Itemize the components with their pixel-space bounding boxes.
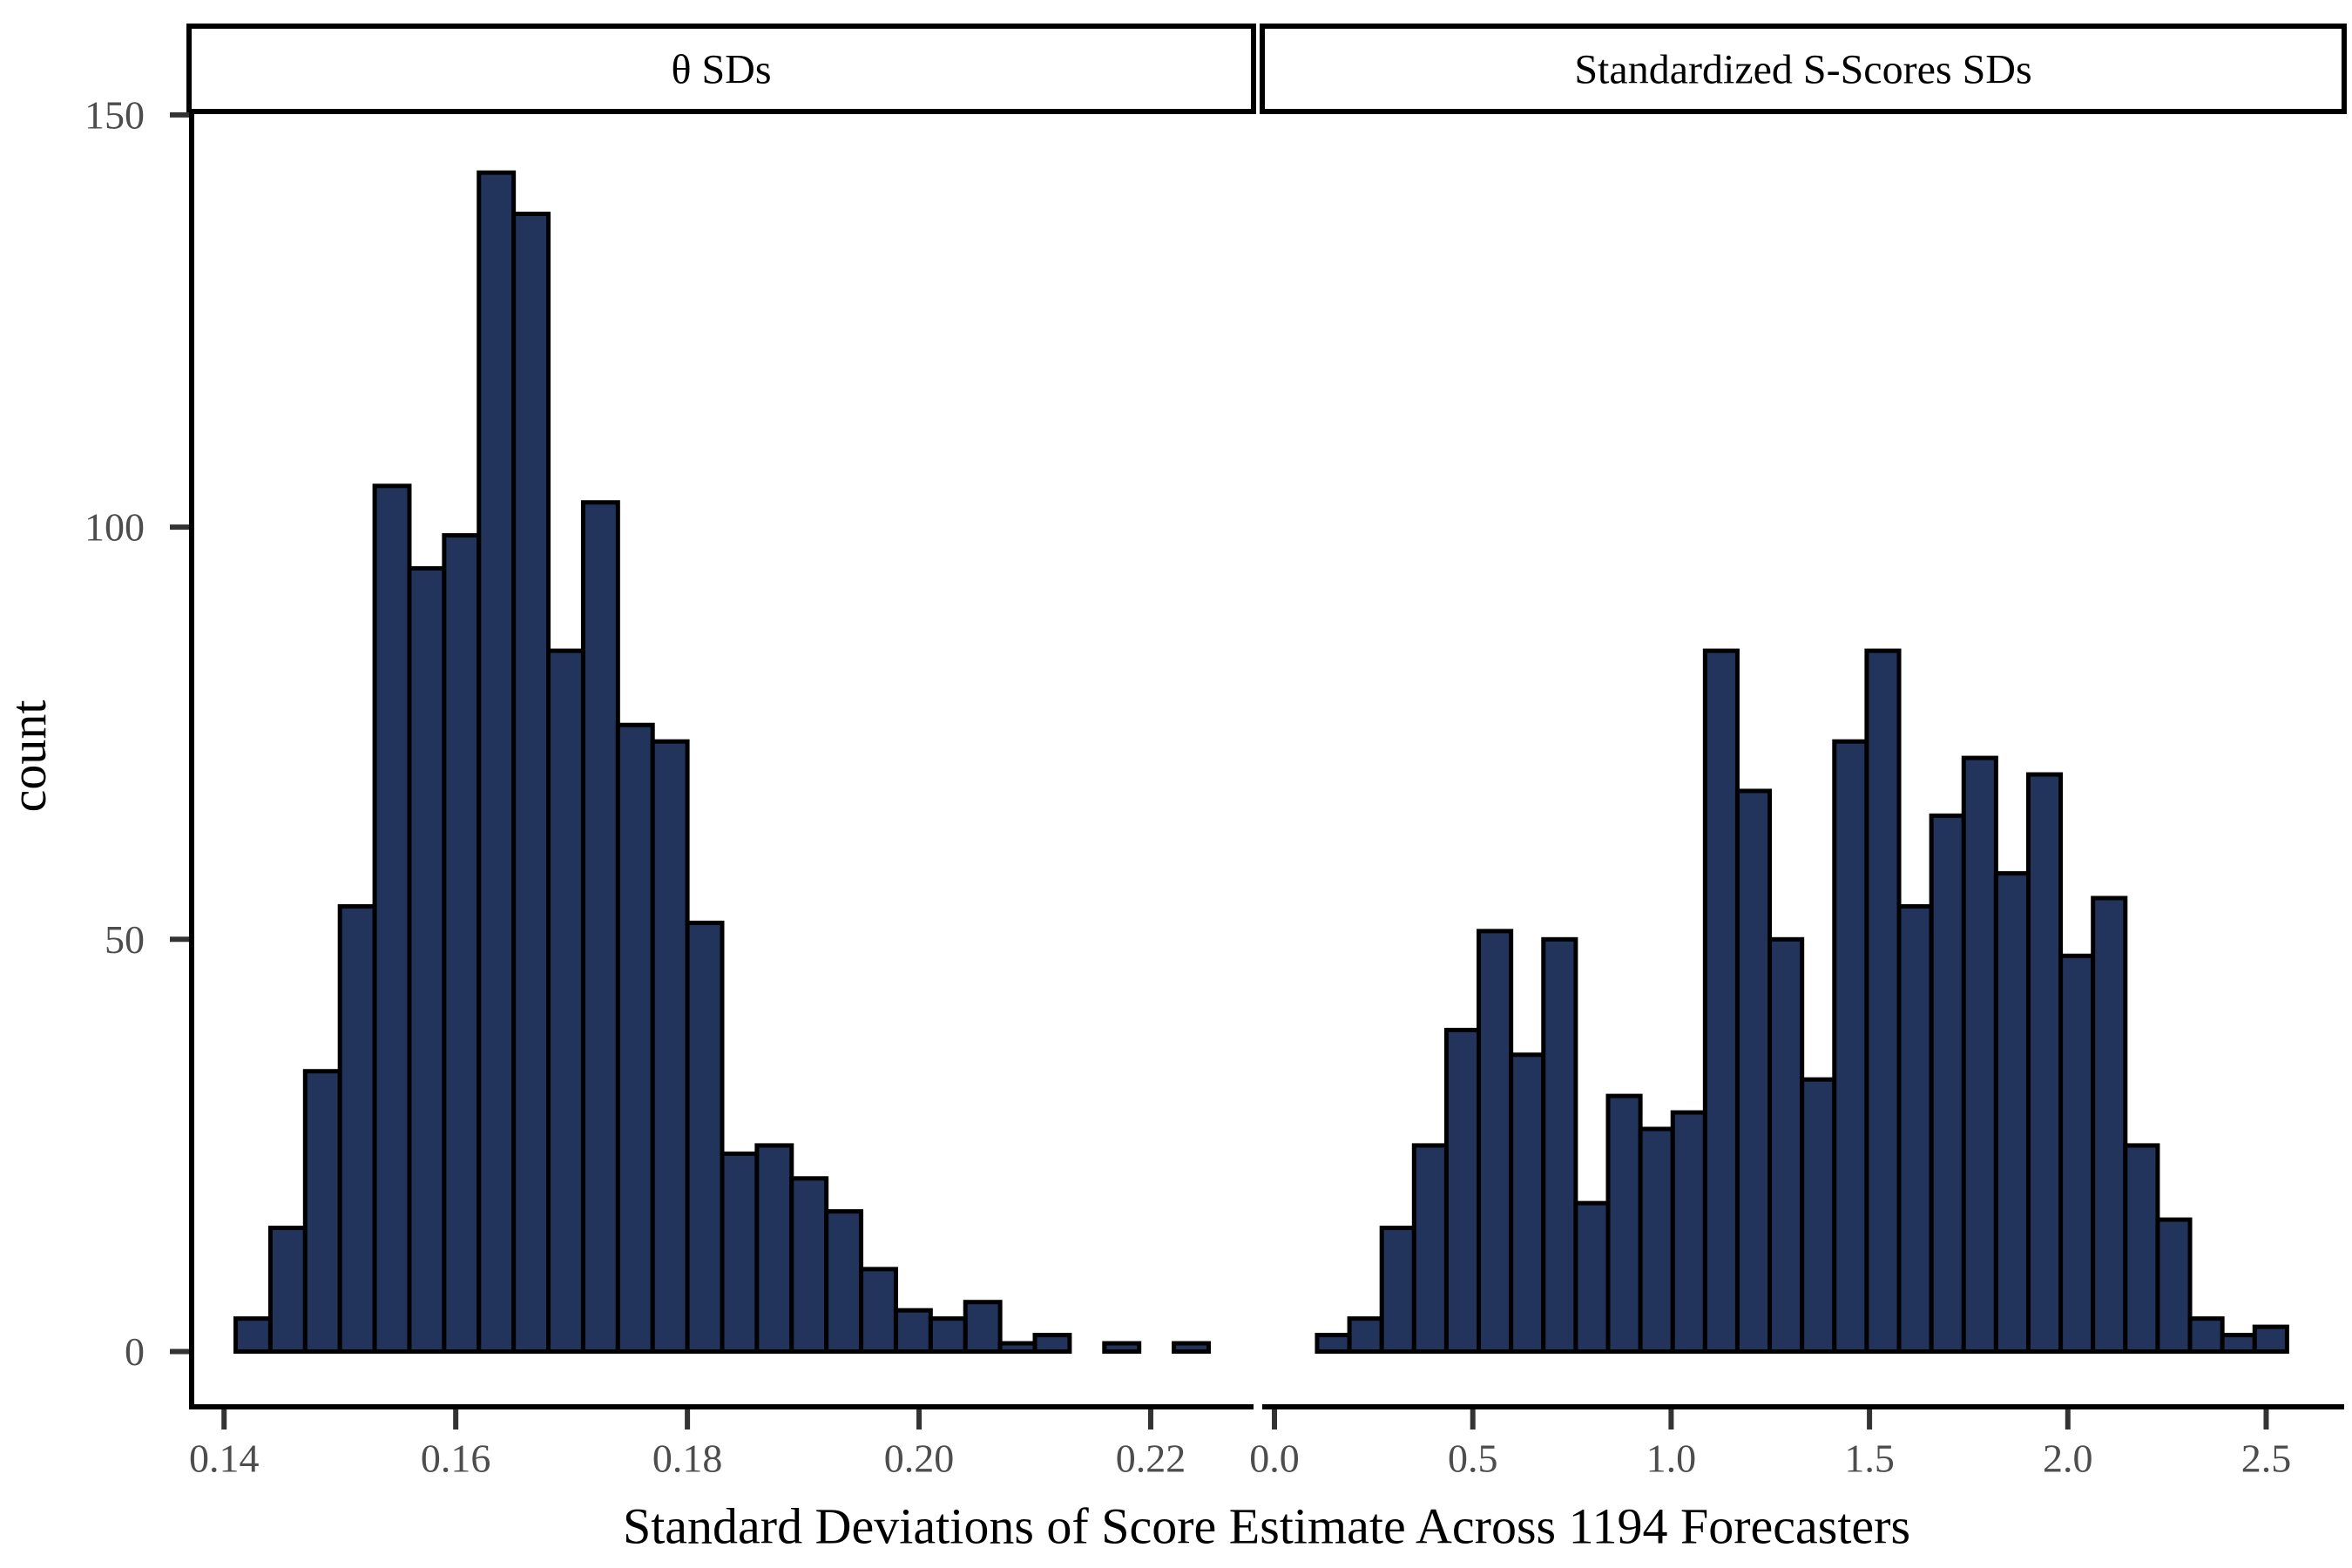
y-axis — [170, 112, 194, 1409]
histogram-bar — [337, 903, 377, 1354]
histogram-bar — [1702, 648, 1740, 1354]
histogram-bar — [2220, 1333, 2257, 1355]
histogram-bars — [233, 170, 1211, 1355]
histogram-bar — [233, 1316, 273, 1355]
histogram-bar — [2123, 1143, 2160, 1355]
facet-strip-box — [1260, 24, 2347, 114]
histogram-bar — [2155, 1217, 2193, 1355]
histogram-bar — [1832, 739, 1869, 1354]
histogram-bar — [893, 1308, 933, 1355]
x-tick-label: 0.16 — [421, 1436, 491, 1481]
x-tick-label: 0.14 — [189, 1436, 260, 1481]
histogram-bar — [789, 1176, 829, 1354]
histogram-bar — [1509, 1052, 1546, 1355]
x-tick-label: 1.0 — [1646, 1436, 1697, 1481]
x-tick-label: 0.18 — [652, 1436, 723, 1481]
y-tick-label: 0 — [125, 1329, 145, 1374]
x-tick-label: 1.5 — [1844, 1436, 1895, 1481]
histogram-bar — [546, 648, 585, 1354]
histogram-bar — [580, 500, 620, 1354]
histogram-bar — [1638, 1126, 1675, 1355]
histogram-bar — [1443, 1027, 1482, 1355]
facet-panel-1 — [1260, 24, 2347, 1429]
histogram-bar — [1993, 871, 2031, 1354]
histogram-bar — [476, 170, 517, 1355]
histogram-bar — [720, 1151, 760, 1355]
histogram-bar — [302, 1069, 342, 1354]
histogram-bar — [511, 211, 551, 1354]
histogram-bar — [754, 1143, 794, 1355]
x-tick-label: 0.22 — [1116, 1436, 1186, 1481]
histogram-bar — [442, 533, 482, 1354]
histogram-bar — [407, 565, 447, 1354]
histogram-bar — [2025, 772, 2064, 1354]
histogram-bar — [1961, 755, 1998, 1354]
histogram-bar — [372, 483, 412, 1354]
histogram-bar — [650, 739, 690, 1354]
histogram-bar — [1864, 648, 1902, 1354]
histogram-bar — [1477, 929, 1514, 1355]
histogram-bar — [1032, 1333, 1072, 1355]
histogram-bar — [1573, 1200, 1611, 1354]
histogram-bar — [267, 1226, 308, 1355]
x-tick-label: 0.5 — [1448, 1436, 1498, 1481]
histogram-bar — [1929, 813, 1966, 1354]
x-tick-label: 0.20 — [884, 1436, 955, 1481]
histogram-bar — [997, 1341, 1037, 1355]
histogram-bars — [1315, 648, 2289, 1355]
histogram-bar — [2187, 1316, 2225, 1355]
histogram-bar — [1541, 936, 1578, 1355]
histogram-bar — [2058, 953, 2096, 1355]
facet-strip-label: Standardized S-Scores SDs — [1574, 46, 2031, 92]
histogram-bar — [1670, 1110, 1707, 1354]
histogram-bar — [1347, 1316, 1384, 1355]
y-tick-label: 100 — [84, 505, 145, 550]
histogram-bar — [1172, 1341, 1211, 1355]
histogram-bar — [928, 1316, 968, 1355]
facet-strip-box — [186, 24, 1256, 114]
histogram-bar — [1379, 1226, 1416, 1355]
x-axis-title: Standard Deviations of Score Estimate Ac… — [623, 1498, 1910, 1555]
histogram-bar — [1800, 1077, 1837, 1354]
histogram-bar — [963, 1300, 1003, 1354]
x-tick-label: 2.0 — [2043, 1436, 2093, 1481]
histogram-bar — [1315, 1333, 1352, 1355]
x-tick-label: 2.5 — [2241, 1436, 2292, 1481]
histogram-bar — [1896, 903, 1934, 1354]
histogram-bar — [1411, 1143, 1449, 1355]
x-tick-label: 0.0 — [1249, 1436, 1300, 1481]
histogram-bar — [1734, 788, 1773, 1354]
facet-panel-0 — [186, 24, 1256, 1429]
histogram-bar — [1605, 1093, 1643, 1354]
histogram-bar — [1102, 1341, 1142, 1355]
histogram-bar — [2252, 1324, 2289, 1355]
histogram-bar — [1767, 936, 1805, 1355]
histogram-bar — [824, 1209, 864, 1355]
y-axis-title: count — [0, 700, 57, 813]
histogram-bar — [859, 1267, 898, 1354]
histogram-bar — [615, 722, 655, 1354]
y-tick-label: 150 — [84, 93, 145, 138]
facet-strip-label: θ SDs — [671, 46, 771, 92]
y-tick-label: 50 — [105, 917, 145, 962]
histogram-bar — [2091, 896, 2128, 1354]
histogram-bar — [685, 920, 725, 1354]
